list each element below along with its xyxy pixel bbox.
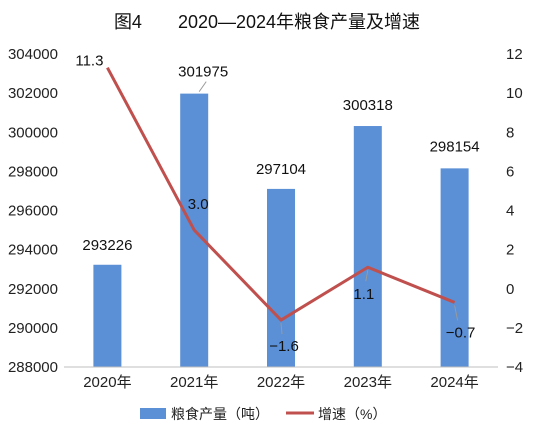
right-axis-tick: 0 [506,281,514,298]
right-axis-tick: 2 [506,242,514,259]
x-axis-tick: 2021年 [170,374,218,391]
left-axis-tick: 290000 [8,320,58,337]
right-axis-tick: 4 [506,203,514,220]
bar [440,168,469,367]
right-axis-tick: 12 [506,46,523,63]
bar-data-label: 300318 [343,97,393,114]
bar-data-label: 298154 [430,138,480,155]
x-axis-tick: 2023年 [344,374,392,391]
chart-title: 图4 2020—2024年粮食产量及增速 [114,12,420,32]
left-axis-tick: 288000 [8,359,58,376]
left-axis-tick: 292000 [8,281,58,298]
legend-swatch-bar [140,408,166,419]
left-axis-tick: 302000 [8,85,58,102]
bar-data-label: 297104 [256,161,306,178]
line-data-label: 11.3 [75,53,103,70]
line-label-leader [365,270,369,282]
bar-label-leader [198,81,207,92]
right-axis-tick: 8 [506,124,514,141]
right-axis-tick: −4 [506,359,523,376]
line-label-leader [454,305,459,321]
line-data-label: 3.0 [188,196,209,213]
x-axis-tick: 2022年 [257,374,305,391]
plot-area: 288000 290000 292000 294000 296000 298000 3000… [8,46,523,391]
legend-label-line: 增速（%） [318,406,386,422]
left-axis-tick: 304000 [8,46,58,63]
bar [353,126,382,368]
left-axis-tick: 298000 [8,163,58,180]
line-data-label: 1.1 [353,286,374,303]
right-axis-tick: 6 [506,163,514,180]
bar [267,188,295,367]
left-axis-tick: 294000 [8,242,58,259]
left-axis-tick: 296000 [8,203,58,220]
bar [93,264,122,367]
x-axis-tick: 2020年 [83,374,131,391]
bar-data-label: 293226 [82,237,132,254]
line-label-leader [280,323,283,335]
right-axis-tick: −2 [506,320,523,337]
line-data-label: −0.7 [446,324,476,341]
left-axis-tick: 300000 [8,124,58,141]
line-data-label: −1.6 [269,338,299,355]
legend: 粮食产量（吨） 增速（%） [140,406,386,422]
x-axis-tick: 2024年 [430,374,478,391]
right-axis-tick: 10 [506,85,523,102]
legend-label-bar: 粮食产量（吨） [171,406,269,422]
bar-data-label: 301975 [178,64,228,81]
